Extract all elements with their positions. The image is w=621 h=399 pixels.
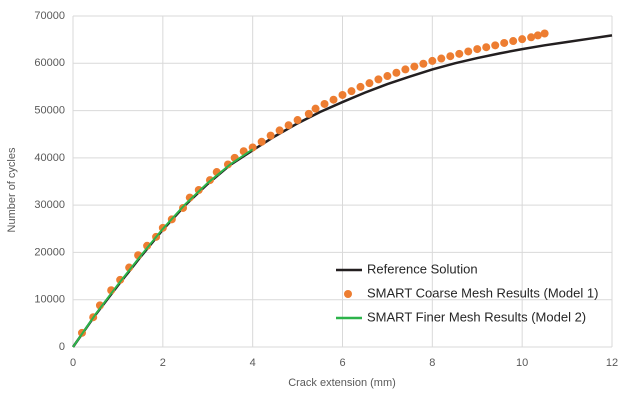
data-point [275,126,284,135]
data-point [284,121,293,130]
data-point [428,56,437,65]
data-point [410,62,419,71]
data-point [446,52,455,61]
data-point [356,82,365,91]
data-point [437,54,446,63]
x-axis-label: Crack extension (mm) [288,377,396,389]
data-point [365,79,374,88]
data-point [257,137,266,146]
data-point [464,47,473,56]
data-point [374,75,383,84]
legend-label: Reference Solution [367,261,478,276]
x-tick-label: 4 [250,357,256,369]
y-tick-label: 60000 [34,57,65,69]
data-point [473,45,482,54]
data-point [540,29,549,38]
y-tick-label: 70000 [34,10,65,22]
legend-marker [344,290,352,298]
data-point [401,65,410,74]
x-tick-label: 10 [516,357,528,369]
data-point [248,143,257,152]
data-point [311,104,320,113]
x-tick-label: 2 [160,357,166,369]
data-point [509,37,518,46]
data-point [266,131,275,140]
data-point [143,241,152,250]
data-point [293,116,302,125]
data-point [347,87,356,96]
data-point [185,193,194,202]
data-point [500,38,509,47]
data-point [320,99,329,108]
y-tick-label: 40000 [34,152,65,164]
data-point [419,59,428,68]
x-tick-label: 8 [429,357,435,369]
data-point [518,35,527,44]
x-tick-label: 12 [606,357,618,369]
y-tick-label: 10000 [34,294,65,306]
data-point [329,95,338,104]
data-point [304,109,313,118]
data-line [72,148,254,348]
x-tick-label: 6 [339,357,345,369]
y-tick-label: 30000 [34,199,65,211]
legend-label: SMART Finer Mesh Results (Model 2) [367,309,586,324]
data-point [383,72,392,81]
y-tick-label: 0 [59,341,65,353]
legend-label: SMART Coarse Mesh Results (Model 1) [367,285,598,300]
data-point [392,68,401,77]
data-point [338,90,347,99]
y-tick-label: 20000 [34,246,65,258]
y-axis-label: Number of cycles [6,147,18,232]
y-tick-label: 50000 [34,104,65,116]
data-point [125,263,134,272]
data-point [482,43,491,52]
data-point [527,33,536,42]
x-tick-label: 0 [70,357,76,369]
data-point [455,49,464,58]
data-point [491,41,500,50]
data-point [533,31,542,40]
data-point [223,160,232,169]
